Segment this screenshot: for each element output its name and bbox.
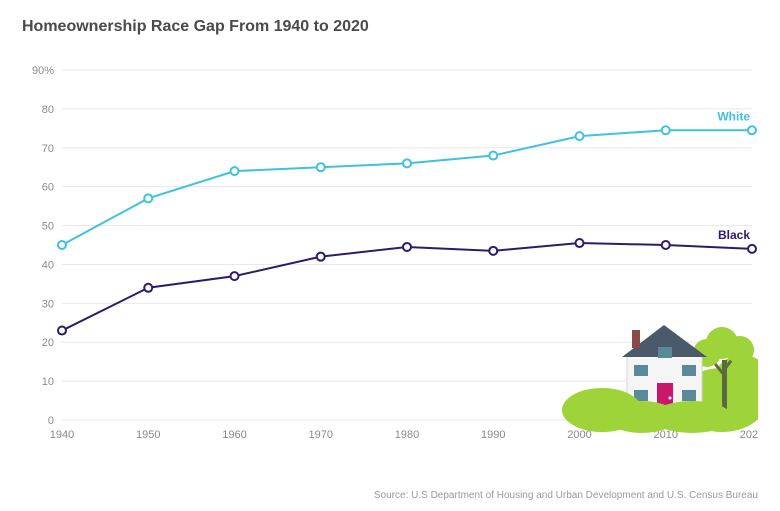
- y-axis-label: 30: [42, 298, 54, 310]
- series-marker-white: [662, 126, 670, 134]
- line-chart-svg: 0 10 20 30 40 50 60 70 80 90% 1940 1950 1960 1970 1980…: [22, 60, 758, 460]
- chart-area: 0 10 20 30 40 50 60 70 80 90% 1940 1950 1960 1970 1980…: [22, 60, 758, 460]
- x-axis-label: 2000: [567, 429, 591, 441]
- series-marker-white: [576, 132, 584, 140]
- series-marker-white: [58, 241, 66, 249]
- x-axis-label: 1990: [481, 429, 505, 441]
- y-axis-label: 70: [42, 143, 54, 155]
- y-axis-label: 80: [42, 104, 54, 116]
- series-label-white: White: [717, 109, 750, 123]
- series-marker-white: [144, 194, 152, 202]
- x-axis-label: 2020: [740, 429, 758, 441]
- y-axis-label: 10: [42, 376, 54, 388]
- y-axis-label: 60: [42, 182, 54, 194]
- x-axis-label: 1950: [136, 429, 160, 441]
- x-axis-label: 1960: [222, 429, 246, 441]
- series-marker-white: [403, 159, 411, 167]
- series-marker-black: [748, 245, 756, 253]
- y-axis-label: 90%: [32, 65, 54, 77]
- series-marker-white: [748, 126, 756, 134]
- series-marker-black: [144, 284, 152, 292]
- house-illustration: [562, 325, 758, 433]
- series-marker-white: [231, 167, 239, 175]
- series-marker-black: [662, 241, 670, 249]
- y-axis-label: 0: [48, 415, 54, 427]
- y-axis-label: 40: [42, 259, 54, 271]
- x-axis-label: 1940: [50, 429, 74, 441]
- chart-title: Homeownership Race Gap From 1940 to 2020: [22, 18, 369, 36]
- series-marker-black: [231, 272, 239, 280]
- series-marker-black: [403, 243, 411, 251]
- series-label-black: Black: [718, 228, 750, 242]
- series-line-black: [62, 243, 752, 330]
- y-axis-label: 20: [42, 337, 54, 349]
- x-axis-label: 1980: [395, 429, 419, 441]
- series-marker-white: [317, 163, 325, 171]
- series-marker-black: [317, 253, 325, 261]
- series-marker-white: [489, 152, 497, 160]
- series-marker-black: [576, 239, 584, 247]
- x-axis-label: 1970: [309, 429, 333, 441]
- series-marker-black: [58, 327, 66, 335]
- y-axis-label: 50: [42, 221, 54, 233]
- series-marker-black: [489, 247, 497, 255]
- source-citation: Source: U.S Department of Housing and Ur…: [374, 490, 758, 501]
